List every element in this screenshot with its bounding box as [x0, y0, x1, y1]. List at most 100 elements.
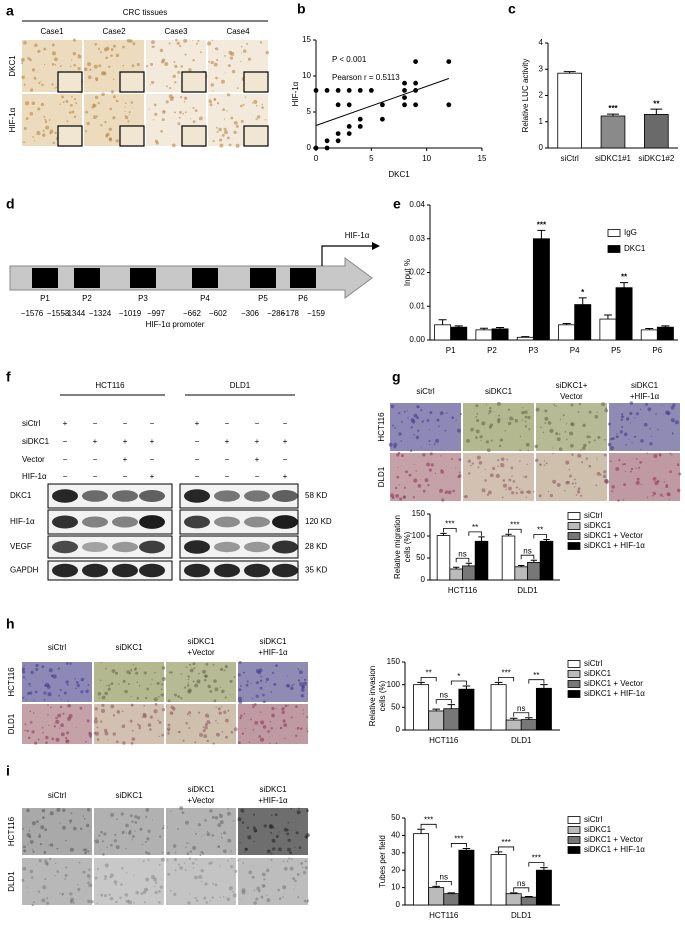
micrograph-detail [209, 690, 213, 693]
micrograph-detail [184, 868, 187, 871]
error-bar [505, 533, 512, 536]
micrograph-detail [639, 448, 642, 451]
micrograph-detail [484, 468, 486, 471]
legend-swatch [567, 542, 581, 550]
micrograph-detail [534, 458, 539, 463]
micrograph-detail [69, 892, 73, 896]
micrograph-detail [121, 710, 124, 713]
micrograph-detail [294, 846, 296, 848]
micrograph-detail [41, 808, 46, 813]
micrograph-detail [106, 684, 108, 687]
x-tick-label: P4 [570, 346, 580, 355]
micrograph [22, 858, 92, 905]
micrograph-detail [519, 488, 521, 491]
micrograph-detail [72, 38, 77, 42]
micrograph-detail [662, 496, 664, 498]
micrograph-detail [178, 863, 181, 866]
micrograph-detail [635, 457, 638, 460]
micrograph-detail [159, 48, 164, 53]
micrograph-detail [293, 888, 295, 890]
micrograph-detail [508, 478, 512, 482]
legend-swatch [567, 690, 581, 698]
micrograph-detail [565, 423, 568, 425]
micrograph-detail [197, 39, 200, 42]
cell-line-label: HCT116 [95, 381, 125, 390]
y-tick-label: 20 [391, 865, 400, 874]
micrograph-detail [287, 821, 289, 824]
blot-band [139, 540, 165, 554]
condition-label: siDKC1 [22, 437, 50, 446]
micrograph-detail [98, 64, 102, 68]
micrograph-detail [173, 892, 177, 896]
y-tick-label: 40 [391, 831, 400, 840]
micrograph-detail [237, 859, 239, 862]
micrograph-detail [200, 869, 204, 873]
micrograph-detail [262, 725, 267, 729]
legend-swatch [567, 846, 581, 854]
legend-label: siDKC1 + Vector [584, 531, 643, 540]
micrograph-detail [645, 403, 648, 406]
micrograph-detail [86, 874, 91, 878]
micrograph-detail [31, 903, 34, 907]
micrograph-detail [204, 882, 208, 886]
micrograph-detail [113, 880, 118, 885]
micrograph-detail [209, 103, 213, 107]
point [324, 145, 330, 151]
micrograph-detail [398, 432, 402, 436]
fit-line [315, 78, 449, 126]
micrograph-detail [520, 490, 524, 495]
micrograph-detail [64, 873, 68, 877]
micrograph-detail [439, 488, 444, 493]
micrograph-detail [138, 724, 142, 728]
micrograph-detail [455, 467, 457, 469]
point [335, 102, 341, 108]
micrograph-detail [219, 896, 222, 899]
micrograph-detail [265, 681, 267, 683]
micrograph-detail [609, 446, 615, 451]
micrograph-detail [88, 868, 91, 871]
micrograph-detail [202, 726, 205, 728]
micrograph-detail [415, 435, 420, 440]
micrograph-detail [174, 851, 177, 854]
micrograph-detail [110, 90, 115, 94]
micrograph-detail [53, 725, 57, 728]
micrograph-detail [107, 739, 109, 741]
micrograph-detail [44, 878, 47, 881]
micrograph-detail [160, 683, 164, 686]
element-label: P5 [258, 294, 268, 303]
micrograph-detail [40, 102, 45, 107]
micrograph-detail [218, 813, 221, 816]
micrograph-detail [622, 499, 625, 501]
micrograph [390, 403, 461, 451]
condition-sign: − [255, 419, 260, 428]
micrograph-detail [271, 838, 276, 843]
bar [491, 328, 509, 341]
micrograph [609, 403, 680, 451]
condition-sign: + [225, 437, 230, 446]
micrograph-detail [270, 858, 273, 861]
gene-label: HIF-1α [345, 231, 370, 240]
legend-label: siDKC1 [584, 521, 612, 530]
micrograph-detail [283, 723, 288, 728]
micrograph-detail [75, 687, 77, 690]
y-tick-label: 0 [396, 725, 401, 734]
micrograph-detail [168, 42, 171, 45]
micrograph-detail [189, 668, 194, 673]
micrograph-detail [42, 129, 45, 132]
micrograph-detail [43, 691, 47, 695]
micrograph-detail [595, 484, 598, 487]
condition-sign: − [93, 419, 98, 428]
micrograph-detail [55, 737, 60, 742]
micrograph-detail [416, 416, 419, 420]
point [335, 131, 341, 137]
bar [449, 568, 463, 581]
point [357, 88, 363, 93]
micrograph-detail [87, 684, 90, 686]
micrograph-detail [94, 731, 100, 736]
micrograph-detail [263, 878, 266, 881]
micrograph-detail [640, 483, 642, 486]
micrograph-detail [190, 118, 192, 120]
micrograph-detail [183, 96, 188, 100]
micrograph-detail [669, 470, 673, 474]
y-axis-label: Relative invasion [368, 666, 377, 726]
